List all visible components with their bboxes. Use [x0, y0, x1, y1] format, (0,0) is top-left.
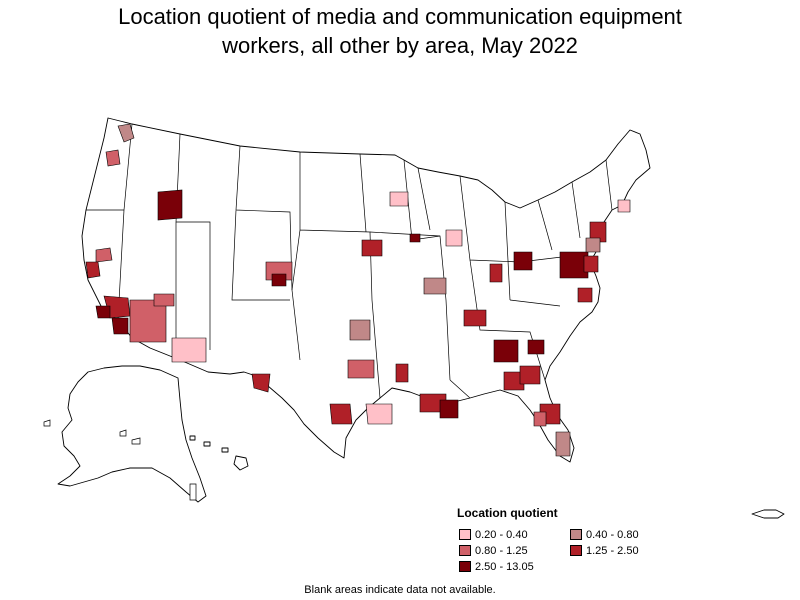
legend-swatch-1: [570, 528, 582, 540]
legend-label-0: 0.20 - 0.40: [475, 529, 528, 541]
metro-jackson: [395, 363, 409, 383]
metro-boston: [617, 199, 631, 213]
metro-boise: [157, 189, 183, 221]
hawaii-kauai: [189, 435, 196, 441]
metro-washington-baltimore: [559, 251, 589, 279]
legend-item-1: 0.40 - 0.80: [570, 528, 639, 542]
metro-richmond: [577, 287, 593, 303]
metro-portland: [105, 149, 121, 167]
footnote: Blank areas indicate data not available.: [304, 584, 496, 596]
metro-nashville: [463, 309, 487, 327]
metro-sacramento: [95, 247, 113, 263]
metro-st-louis: [423, 277, 447, 295]
metro-oklahoma-city: [349, 319, 371, 341]
alaska-islands: [43, 419, 197, 501]
metro-tucson: [171, 337, 207, 363]
legend-label-2: 0.80 - 1.25: [475, 545, 528, 557]
metro-santa-barbara: [95, 305, 111, 319]
metro-macon: [503, 371, 525, 391]
legend-item-3: 1.25 - 2.50: [570, 544, 639, 558]
metro-el-paso: [251, 373, 271, 393]
metro-austin: [329, 403, 353, 425]
metro-colorado-springs: [271, 273, 287, 287]
legend-label-4: 2.50 - 13.05: [475, 561, 534, 573]
metro-chicago: [445, 229, 463, 247]
metro-columbia: [527, 339, 545, 355]
metro-miami: [555, 431, 571, 457]
puerto-rico-outline: [751, 509, 785, 519]
legend-label-1: 0.40 - 0.80: [586, 529, 639, 541]
alaska-outline: [57, 365, 207, 503]
metro-philadelphia: [583, 255, 599, 273]
metro-tampa: [533, 411, 547, 427]
metro-orange-county: [111, 317, 129, 335]
metro-indianapolis: [489, 263, 503, 283]
hawaii-maui: [221, 447, 229, 453]
legend-item-4: 2.50 - 13.05: [459, 560, 534, 574]
legend-swatch-3: [570, 544, 582, 556]
legend-item-0: 0.20 - 0.40: [459, 528, 528, 542]
legend-title: Location quotient: [457, 506, 558, 520]
map-title-line-1: Location quotient of media and communica…: [118, 4, 682, 29]
metro-columbus: [513, 251, 533, 271]
metro-allentown: [585, 237, 601, 253]
metro-houston: [365, 403, 393, 425]
metro-new-york: [589, 221, 607, 243]
legend-swatch-4: [459, 560, 471, 572]
hawaii-big-island: [233, 455, 249, 471]
metro-atlanta: [493, 339, 519, 363]
metro-dallas: [347, 359, 375, 379]
metro-las-vegas: [153, 293, 175, 307]
map-title-line-2: workers, all other by area, May 2022: [222, 33, 578, 58]
metro-omaha: [361, 239, 383, 257]
legend-item-2: 0.80 - 1.25: [459, 544, 528, 558]
metro-new-orleans: [439, 399, 459, 419]
legend-swatch-0: [459, 528, 471, 540]
metro-seattle: [117, 123, 135, 143]
legend-swatch-2: [459, 544, 471, 556]
metro-sf-bay: [85, 261, 101, 279]
hawaii-oahu: [203, 441, 211, 447]
metro-areas: [85, 123, 631, 457]
metro-cedar-rapids: [409, 233, 421, 243]
metro-savannah: [519, 365, 541, 385]
map-title: Location quotient of media and communica…: [0, 2, 800, 60]
metro-minneapolis: [389, 191, 409, 207]
legend-label-3: 1.25 - 2.50: [586, 545, 639, 557]
